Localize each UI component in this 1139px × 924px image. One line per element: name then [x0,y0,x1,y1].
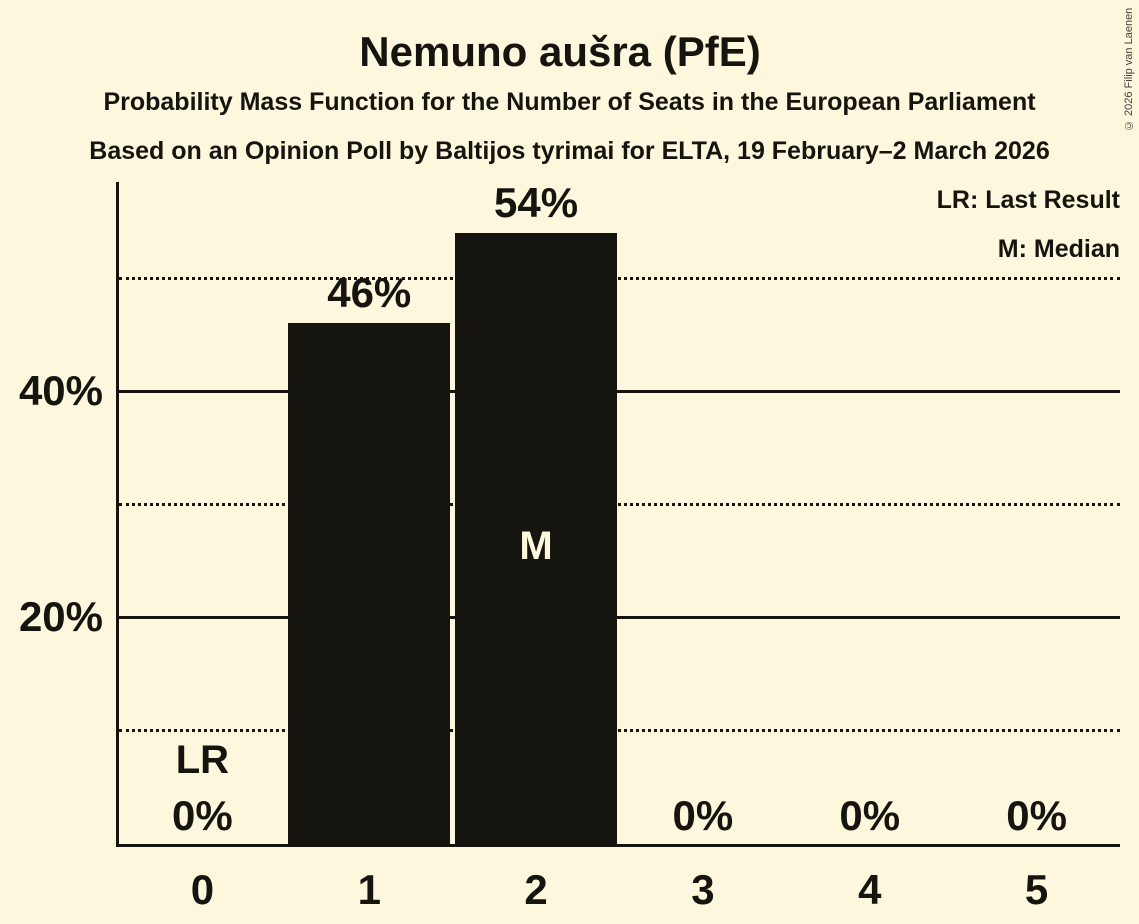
median-marker: M [519,524,553,568]
chart-subtitle: Probability Mass Function for the Number… [103,88,1036,116]
major-gridline-40 [119,390,1120,393]
major-gridline-20 [119,616,1120,619]
y-axis-label-40: 40% [18,367,103,414]
x-axis-label-2: 2 [524,866,548,913]
bar-value-label-2: 54% [494,178,579,226]
x-axis-label-0: 0 [190,866,215,913]
minor-gridline-10 [119,729,1120,732]
minor-gridline-30 [119,503,1120,506]
x-axis-line [116,844,1120,847]
bar-value-label-1: 46% [327,269,412,317]
y-axis-line [116,182,119,846]
copyright-notice: © 2026 Filip van Laenen [1123,7,1135,131]
bar-value-label-5: 0% [1006,792,1067,839]
bar-value-label-0: 0% [172,792,233,839]
x-axis-label-1: 1 [357,866,381,913]
bar-seats-2 [455,232,618,846]
legend-last-result: LR: Last Result [936,186,1120,214]
last-result-marker: LR [175,738,230,782]
legend-median: M: Median [997,235,1120,263]
minor-gridline-50 [119,277,1120,280]
x-axis-label-3: 3 [691,866,715,913]
x-axis-label-5: 5 [1024,866,1049,913]
chart-title: Nemuno aušra (PfE) [359,28,761,75]
bar-seats-1 [288,323,451,846]
bar-value-label-4: 0% [839,792,901,839]
x-axis-label-4: 4 [858,866,882,913]
bar-value-label-3: 0% [672,792,734,839]
y-axis-label-20: 20% [18,593,103,640]
chart-source-line: Based on an Opinion Poll by Baltijos tyr… [89,137,1050,165]
